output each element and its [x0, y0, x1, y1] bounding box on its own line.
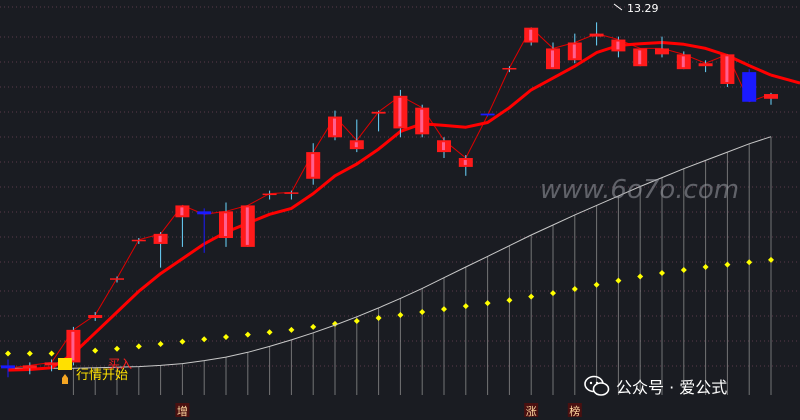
candle-highlight-25 [551, 50, 554, 68]
bottom-marker-label-2: 榜 [569, 404, 580, 418]
dot-point-35 [768, 256, 774, 263]
dot-point-23 [506, 297, 513, 304]
candle-highlight-21 [463, 160, 467, 165]
candle-highlight-33 [725, 56, 729, 82]
candle-body-17 [371, 111, 386, 114]
line-series [7, 26, 800, 372]
wechat-label: 公众号 · 爱公式 [616, 378, 728, 397]
dot-point-31 [680, 266, 687, 273]
dot-point-29 [637, 273, 644, 280]
candle-body-1 [22, 365, 37, 369]
signal-text-2: 买入 [108, 357, 132, 371]
dot-point-4 [92, 347, 99, 354]
dot-point-9 [201, 336, 208, 343]
dot-point-22 [484, 300, 491, 307]
candle-body-0 [1, 365, 15, 369]
dot-point-11 [244, 331, 251, 338]
dot-point-34 [746, 259, 753, 266]
bottom-markers: 增涨榜 [175, 403, 582, 418]
candle-body-5 [110, 278, 124, 280]
candle-highlight-10 [224, 213, 227, 237]
dot-point-7 [157, 341, 164, 348]
watermark: www.6o7o.com [540, 175, 739, 205]
candle-highlight-14 [311, 154, 315, 177]
dot-point-1 [26, 350, 33, 357]
dot-point-28 [615, 277, 622, 284]
bottom-marker-box-2 [567, 403, 582, 417]
ma-thick-line [7, 41, 772, 372]
candle-body-22 [480, 113, 495, 116]
candle-body-6 [131, 239, 146, 242]
dot-point-17 [375, 314, 382, 321]
signal-box [58, 358, 72, 370]
close-line [7, 26, 772, 369]
curve-line [8, 136, 772, 369]
dot-point-20 [441, 306, 447, 313]
candle-highlight-11 [245, 207, 249, 245]
candle-body-4 [88, 315, 103, 318]
dot-point-16 [353, 317, 360, 324]
bottom-marker-box-1 [524, 403, 539, 417]
candle-highlight-16 [354, 142, 358, 148]
dot-point-14 [310, 323, 317, 330]
dot-point-24 [528, 293, 535, 300]
candle-highlight-28 [616, 41, 620, 50]
dot-point-27 [593, 281, 600, 288]
dot-point-13 [288, 326, 295, 333]
candle-highlight-15 [333, 118, 336, 136]
candle-body-35 [764, 94, 778, 99]
ma-thick-extension [770, 73, 800, 85]
curve-verticals [72, 136, 772, 395]
dot-point-21 [462, 303, 469, 310]
dot-point-26 [571, 285, 578, 292]
candle-body-13 [284, 192, 299, 194]
dot-point-19 [419, 309, 426, 316]
peak-annotation: 13.29 [613, 2, 659, 15]
candle-highlight-20 [442, 142, 445, 151]
dot-point-5 [114, 345, 120, 352]
dot-point-30 [659, 269, 665, 276]
dot-point-6 [135, 343, 142, 350]
candle-highlight-19 [420, 109, 424, 133]
dot-point-25 [550, 290, 556, 297]
dot-point-18 [397, 312, 404, 319]
signal-text: 行情开始 [76, 368, 128, 383]
candle-highlight-24 [529, 29, 533, 41]
bottom-marker-label-0: 增 [177, 404, 188, 418]
candle-body-32 [698, 63, 713, 67]
hand-cursor-icon [62, 374, 68, 384]
dot-point-10 [223, 333, 229, 340]
dot-point-2 [48, 350, 55, 357]
peak-arrow-icon [613, 3, 623, 11]
candle-highlight-29 [638, 50, 642, 65]
candle-highlight-26 [572, 44, 576, 59]
candle-body-27 [589, 33, 604, 37]
dot-point-32 [702, 264, 709, 271]
candle-body-12 [262, 193, 277, 196]
candle-highlight-31 [681, 56, 685, 68]
candle-highlight-7 [158, 235, 162, 242]
bottom-marker-label-1: 涨 [526, 405, 537, 418]
candle-body-30 [655, 48, 669, 55]
signal-annotation: 行情开始 买入 [58, 357, 132, 384]
bottom-marker-box-0 [175, 403, 190, 417]
dot-point-8 [179, 338, 186, 345]
candle-highlight-8 [180, 207, 184, 216]
candle-highlight-3 [71, 331, 75, 361]
candle-body-2 [44, 362, 59, 366]
candle-body-34 [742, 72, 757, 102]
candle-body-9 [197, 211, 212, 215]
dot-point-12 [266, 329, 273, 336]
peak-label: 13.29 [627, 2, 659, 15]
dot-point-0 [5, 350, 11, 357]
wechat-badge: 公众号 · 爱公式 [584, 371, 727, 401]
dot-point-33 [724, 261, 731, 268]
candle-highlight-18 [398, 97, 402, 127]
candle-series [1, 22, 778, 378]
wechat-icon [584, 375, 610, 396]
candle-body-23 [502, 67, 517, 70]
